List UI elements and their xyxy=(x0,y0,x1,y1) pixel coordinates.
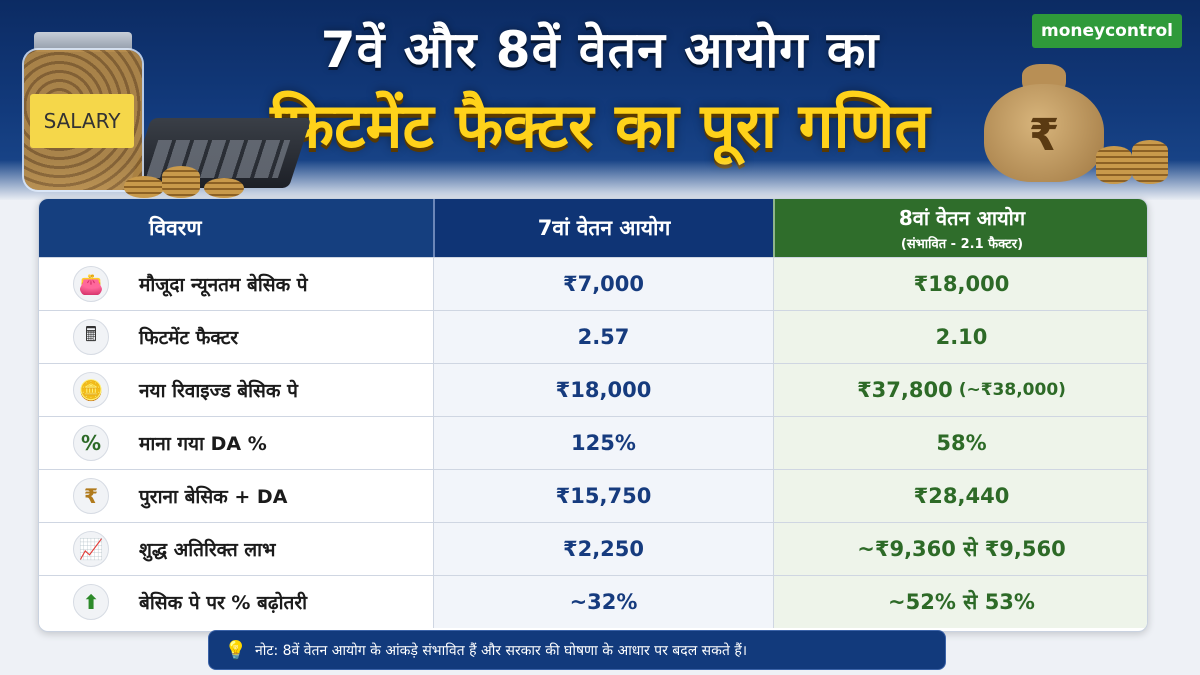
bulb-icon: 💡 xyxy=(224,639,248,661)
header-description-label: विवरण xyxy=(149,216,202,240)
row-description-cell: 🖩 फिटमेंट फैक्टर xyxy=(39,311,433,363)
bag-body xyxy=(984,84,1104,182)
up-arrow-icon: ⬆ xyxy=(73,584,109,620)
row-7th-value: ₹2,250 xyxy=(433,523,773,575)
row-label: शुद्ध अतिरिक्त लाभ xyxy=(139,539,276,561)
row-8th-cell: ₹28,440 xyxy=(773,470,1147,522)
row-label: माना गया DA % xyxy=(139,433,267,455)
coins-icon: 🪙 xyxy=(73,372,109,408)
disclaimer-text: नोट: 8वें वेतन आयोग के आंकड़े संभावित है… xyxy=(255,642,748,659)
row-label: फिटमेंट फैक्टर xyxy=(139,327,239,349)
row-8th-value: ~52% से 53% xyxy=(888,590,1035,614)
table-row: 🪙 नया रिवाइज्ड बेसिक पे ₹18,000 ₹37,800 … xyxy=(39,363,1147,416)
salary-jar-image: SALARY xyxy=(22,32,144,192)
row-label: बेसिक पे पर % बढ़ोतरी xyxy=(139,592,308,614)
calculator-icon: 🖩 xyxy=(73,319,109,355)
header-7th-label: 7वां वेतन आयोग xyxy=(537,216,671,240)
disclaimer-note: 💡 नोट: 8वें वेतन आयोग के आंकड़े संभावित … xyxy=(208,630,946,670)
row-label: नया रिवाइज्ड बेसिक पे xyxy=(139,380,298,402)
row-8th-cell: ₹18,000 xyxy=(773,258,1147,310)
row-8th-value: ₹37,800 xyxy=(857,378,953,402)
row-7th-value: 125% xyxy=(433,417,773,469)
row-7th-value: ₹7,000 xyxy=(433,258,773,310)
row-description-cell: 📈 शुद्ध अतिरिक्त लाभ xyxy=(39,523,433,575)
table-row: ₹ पुराना बेसिक + DA ₹15,750 ₹28,440 xyxy=(39,469,1147,522)
wallet-icon: 👛 xyxy=(73,266,109,302)
row-description-cell: 👛 मौजूदा न्यूनतम बेसिक पे xyxy=(39,258,433,310)
row-8th-value: 2.10 xyxy=(935,325,988,349)
row-label: पुराना बेसिक + DA xyxy=(139,486,288,508)
row-7th-value: ₹15,750 xyxy=(433,470,773,522)
row-8th-cell: ₹37,800 (~₹38,000) xyxy=(773,364,1147,416)
row-8th-value: ~₹9,360 से ₹9,560 xyxy=(857,537,1066,561)
header-8th-sublabel: (संभावित - 2.1 फैक्टर) xyxy=(900,237,1024,252)
rupee-hand-icon: ₹ xyxy=(73,478,109,514)
header-7th-commission: 7वां वेतन आयोग xyxy=(433,199,773,257)
coin-stack-right-2 xyxy=(1132,140,1168,184)
header-description: विवरण xyxy=(39,199,433,257)
row-description-cell: % माना गया DA % xyxy=(39,417,433,469)
title-line-2: फिटमेंट फैक्टर का पूरा गणित xyxy=(270,89,930,162)
coin-stack-left-2 xyxy=(162,166,200,198)
table-header: विवरण 7वां वेतन आयोग 8वां वेतन आयोग (संभ… xyxy=(39,199,1147,257)
table-row: 👛 मौजूदा न्यूनतम बेसिक पे ₹7,000 ₹18,000 xyxy=(39,257,1147,310)
coin-stack-left-1 xyxy=(124,176,164,198)
row-8th-cell: 2.10 xyxy=(773,311,1147,363)
row-7th-value: ~32% xyxy=(433,576,773,628)
row-8th-value: ₹28,440 xyxy=(913,484,1010,508)
header-8th-label: 8वां वेतन आयोग xyxy=(898,206,1026,230)
table-row: 🖩 फिटमेंट फैक्टर 2.57 2.10 xyxy=(39,310,1147,363)
row-description-cell: ⬆ बेसिक पे पर % बढ़ोतरी xyxy=(39,576,433,628)
header-8th-commission: 8वां वेतन आयोग (संभावित - 2.1 फैक्टर) xyxy=(773,199,1147,257)
coin-stack-left-3 xyxy=(204,178,244,198)
hero-banner: SALARY 7वें और 8वें वेतन आयोग का फिटमेंट… xyxy=(0,0,1200,200)
row-description-cell: 🪙 नया रिवाइज्ड बेसिक पे xyxy=(39,364,433,416)
row-8th-cell: ~₹9,360 से ₹9,560 xyxy=(773,523,1147,575)
row-8th-approx: (~₹38,000) xyxy=(958,380,1066,400)
jar-label: SALARY xyxy=(30,94,134,148)
row-8th-cell: 58% xyxy=(773,417,1147,469)
row-8th-value: ₹18,000 xyxy=(913,272,1010,296)
percent-icon: % xyxy=(73,425,109,461)
growth-chart-icon: 📈 xyxy=(73,531,109,567)
table-row: % माना गया DA % 125% 58% xyxy=(39,416,1147,469)
row-7th-value: ₹18,000 xyxy=(433,364,773,416)
row-8th-value: 58% xyxy=(936,431,987,455)
row-7th-value: 2.57 xyxy=(433,311,773,363)
jar-lid xyxy=(34,32,132,52)
table-row: 📈 शुद्ध अतिरिक्त लाभ ₹2,250 ~₹9,360 से ₹… xyxy=(39,522,1147,575)
row-label: मौजूदा न्यूनतम बेसिक पे xyxy=(139,274,308,296)
row-8th-cell: ~52% से 53% xyxy=(773,576,1147,628)
coin-stack-right-1 xyxy=(1096,146,1132,184)
row-description-cell: ₹ पुराना बेसिक + DA xyxy=(39,470,433,522)
money-bag-image: ₹ xyxy=(984,58,1104,182)
rupee-symbol: ₹ xyxy=(1028,110,1060,161)
title-line-1: 7वें और 8वें वेतन आयोग का xyxy=(320,21,880,79)
moneycontrol-logo: moneycontrol xyxy=(1032,14,1182,48)
comparison-table: विवरण 7वां वेतन आयोग 8वां वेतन आयोग (संभ… xyxy=(38,198,1148,632)
table-row: ⬆ बेसिक पे पर % बढ़ोतरी ~32% ~52% से 53% xyxy=(39,575,1147,628)
